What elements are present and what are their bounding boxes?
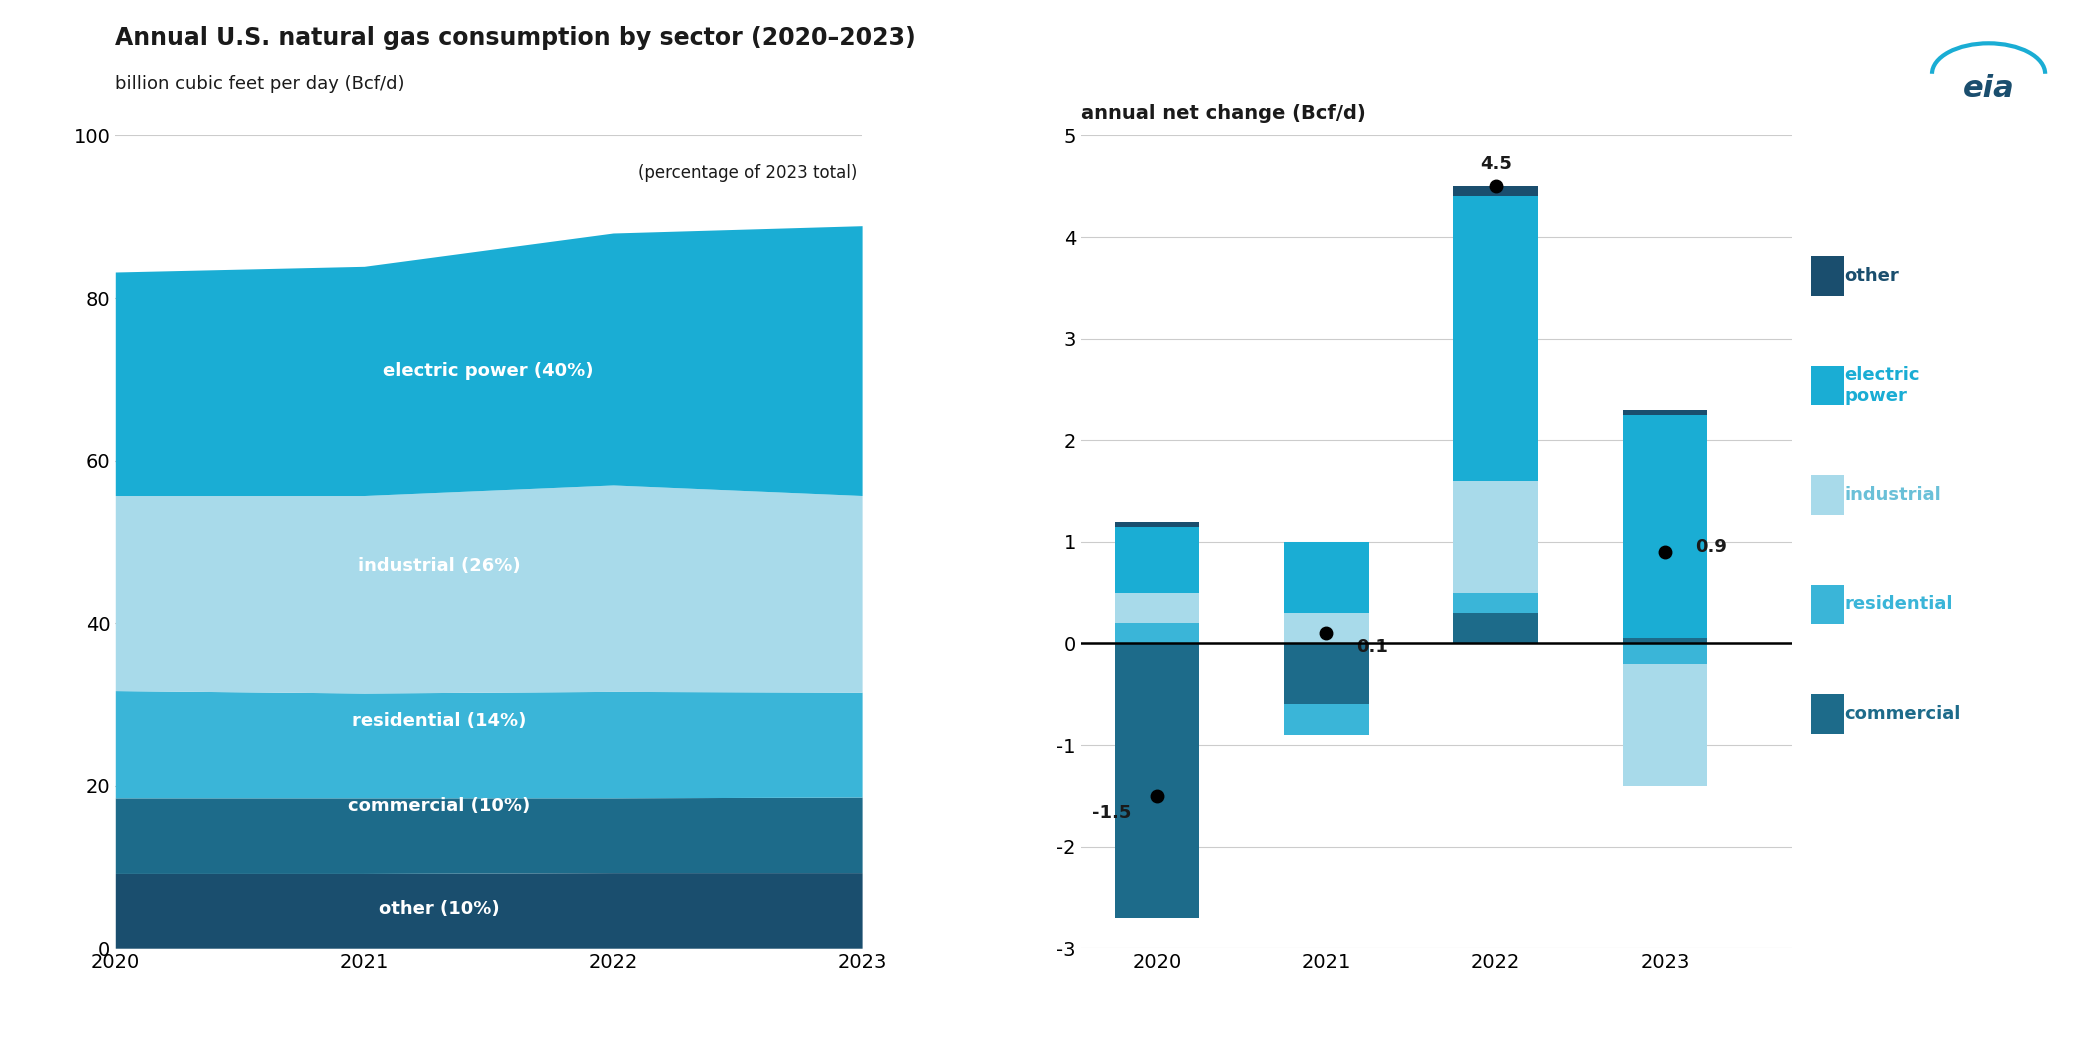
- Text: 4.5: 4.5: [1480, 155, 1511, 173]
- Bar: [1115, 593, 1199, 623]
- Bar: [1453, 481, 1538, 593]
- Text: Annual U.S. natural gas consumption by sector (2020–2023): Annual U.S. natural gas consumption by s…: [115, 26, 916, 50]
- Text: billion cubic feet per day (Bcf/d): billion cubic feet per day (Bcf/d): [115, 75, 405, 93]
- Text: 0.9: 0.9: [1696, 538, 1727, 556]
- Bar: [1115, 526, 1199, 593]
- Bar: [1115, 623, 1199, 644]
- Bar: [1285, 542, 1369, 613]
- Text: eia: eia: [1962, 74, 2014, 103]
- Text: other (10%): other (10%): [379, 900, 499, 918]
- Bar: [1453, 187, 1538, 197]
- Bar: [1285, 613, 1369, 644]
- Bar: [1622, 639, 1708, 644]
- Text: electric
power: electric power: [1844, 366, 1920, 405]
- Text: annual net change (Bcf/d): annual net change (Bcf/d): [1082, 104, 1367, 123]
- Text: industrial: industrial: [1844, 486, 1941, 504]
- Bar: [1453, 197, 1538, 481]
- Bar: [1453, 613, 1538, 644]
- Bar: [1453, 593, 1538, 613]
- Bar: [1622, 664, 1708, 786]
- Bar: [1622, 410, 1708, 415]
- Text: residential (14%): residential (14%): [352, 712, 526, 729]
- Text: commercial: commercial: [1844, 704, 1962, 723]
- Bar: [1115, 522, 1199, 526]
- Text: -1.5: -1.5: [1092, 804, 1132, 822]
- Bar: [1622, 415, 1708, 639]
- Bar: [1285, 704, 1369, 735]
- Text: residential: residential: [1844, 595, 1953, 614]
- Text: other: other: [1844, 267, 1899, 286]
- Text: electric power (40%): electric power (40%): [384, 363, 593, 380]
- Text: 0.1: 0.1: [1356, 639, 1388, 656]
- Text: commercial (10%): commercial (10%): [348, 797, 530, 815]
- Text: industrial (26%): industrial (26%): [358, 557, 520, 575]
- Text: (percentage of 2023 total): (percentage of 2023 total): [637, 164, 857, 182]
- Bar: [1622, 644, 1708, 664]
- Bar: [1285, 644, 1369, 704]
- Bar: [1115, 644, 1199, 918]
